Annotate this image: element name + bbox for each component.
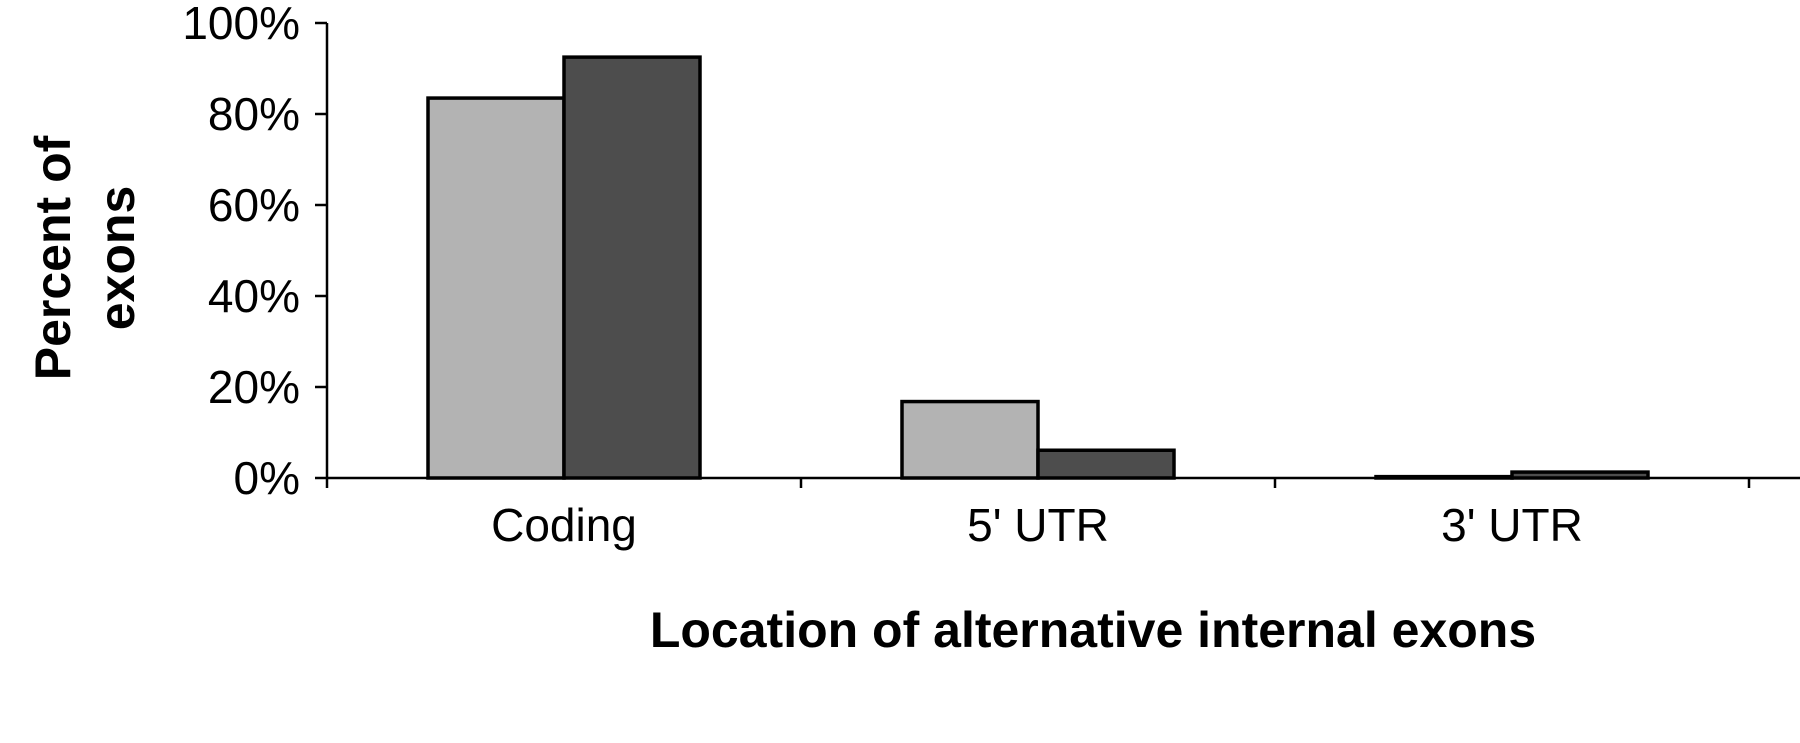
- y-tick-label: 0%: [234, 452, 300, 504]
- y-tick-label: 20%: [208, 361, 300, 413]
- x-tick-label: Coding: [491, 499, 637, 551]
- bar-series-2-coding: [562, 55, 702, 480]
- axes-group: [315, 21, 1800, 488]
- bar-series-2-5-utr: [1036, 448, 1176, 480]
- x-tick-label: 3' UTR: [1441, 499, 1583, 551]
- bar-series-1-5-utr: [900, 399, 1040, 480]
- y-tick-label: 60%: [208, 179, 300, 231]
- y-tick-label: 40%: [208, 270, 300, 322]
- y-axis-title-line-2: exons: [89, 186, 145, 331]
- x-tick-label: 5' UTR: [967, 499, 1109, 551]
- tick-labels-group: Coding 5' UTR 3' UTR 0% 20% 40% 60% 80% 100%: [182, 0, 1583, 551]
- x-axis-title: Location of alternative internal exons: [650, 602, 1536, 658]
- bar-series-1-coding: [426, 96, 566, 480]
- y-axis-title: Percent of exons: [25, 135, 145, 380]
- y-tick-label: 100%: [182, 0, 300, 49]
- y-axis-title-line-1: Percent of: [25, 135, 81, 380]
- y-tick-label: 80%: [208, 88, 300, 140]
- bars-group: [426, 55, 1650, 480]
